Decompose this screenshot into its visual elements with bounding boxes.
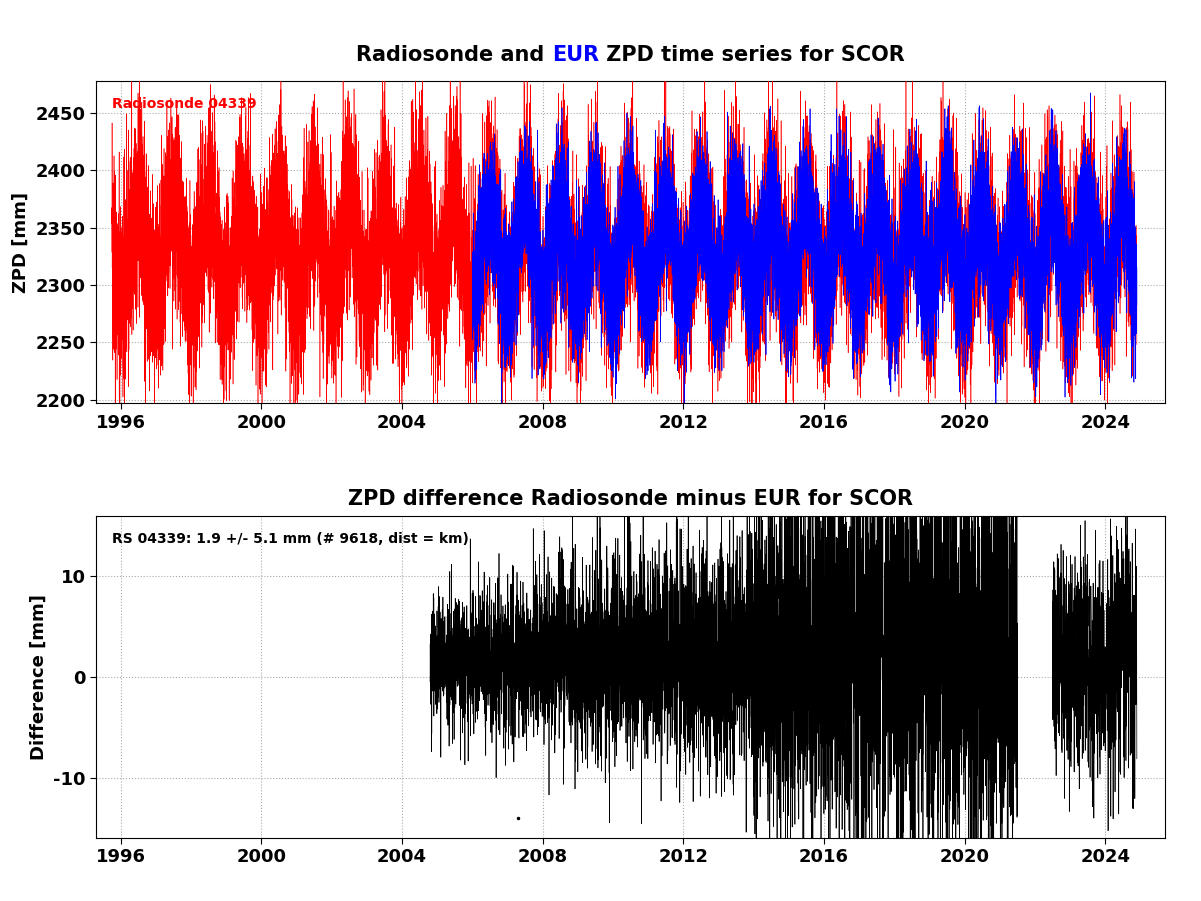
Text: ZPD time series for SCOR: ZPD time series for SCOR: [599, 45, 904, 65]
Text: Radiosonde 04339: Radiosonde 04339: [112, 97, 257, 111]
Text: Radiosonde and: Radiosonde and: [357, 45, 551, 65]
Y-axis label: ZPD [mm]: ZPD [mm]: [12, 192, 30, 293]
Text: EUR: EUR: [551, 45, 599, 65]
Title: ZPD difference Radiosonde minus EUR for SCOR: ZPD difference Radiosonde minus EUR for …: [348, 488, 913, 509]
Text: RS 04339: 1.9 +/- 5.1 mm (# 9618, dist = km): RS 04339: 1.9 +/- 5.1 mm (# 9618, dist =…: [112, 532, 468, 546]
Y-axis label: Difference [mm]: Difference [mm]: [30, 594, 48, 760]
